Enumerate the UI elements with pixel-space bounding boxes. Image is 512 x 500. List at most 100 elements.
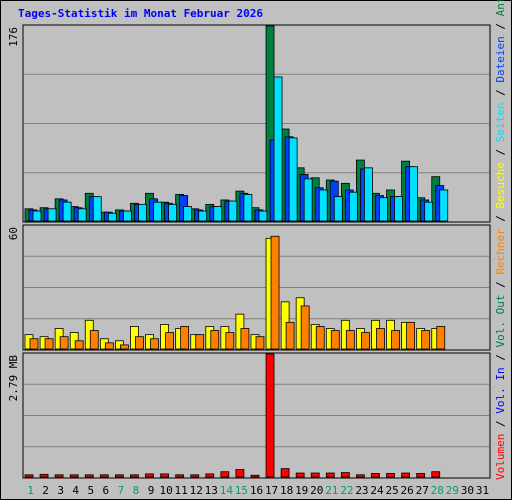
bar-volumen-day-26 <box>401 472 411 478</box>
legend-entry: Vol. In <box>494 367 507 413</box>
x-tick-label: 8 <box>133 484 140 497</box>
y-max-label: 2.79 MB <box>7 355 20 402</box>
bar-rechner-day-28 <box>436 326 446 350</box>
bar-rechner-day-13 <box>210 330 220 350</box>
x-tick-label: 31 <box>476 484 489 497</box>
x-tick-label: 12 <box>190 484 203 497</box>
bar-volumen-day-23 <box>356 474 365 478</box>
x-tick-label: 20 <box>310 484 323 497</box>
bar-rechner-day-23 <box>361 332 370 350</box>
bar-volumen-day-7 <box>114 474 124 478</box>
x-tick-label: 29 <box>446 484 459 497</box>
bar-seiten-day-14 <box>228 200 238 222</box>
x-tick-label: 11 <box>175 484 188 497</box>
bar-seiten-day-18 <box>288 137 298 222</box>
x-tick-label: 19 <box>295 484 308 497</box>
legend-entry: Anfragen <box>494 0 507 16</box>
bar-seiten-day-9 <box>153 201 162 222</box>
legend-entry: / <box>494 208 507 228</box>
bar-seiten-day-17 <box>273 76 283 222</box>
x-tick-label: 17 <box>265 484 278 497</box>
legend-entry: / <box>494 142 507 162</box>
bar-rechner-day-3 <box>59 336 69 350</box>
x-tick-label: 1 <box>27 484 34 497</box>
bar-seiten-day-8 <box>138 203 147 222</box>
bar-rechner-day-7 <box>119 344 129 350</box>
legend-entry: Volumen <box>494 434 507 480</box>
x-tick-label: 28 <box>431 484 444 497</box>
legend-entry: Vol. Out <box>494 295 507 348</box>
bar-volumen-day-2 <box>39 473 49 478</box>
legend-entry: / <box>494 414 507 434</box>
bar-volumen-day-25 <box>386 473 395 478</box>
x-tick-label: 21 <box>325 484 338 497</box>
bar-volumen-day-6 <box>99 474 109 478</box>
x-tick-label: 4 <box>72 484 79 497</box>
x-tick-label: 16 <box>250 484 263 497</box>
bar-rechner-day-14 <box>225 332 235 350</box>
bar-rechner-day-21 <box>330 330 340 350</box>
x-tick-label: 3 <box>57 484 64 497</box>
bar-rechner-day-8 <box>135 336 144 350</box>
bar-seiten-day-20 <box>318 189 328 222</box>
bar-seiten-day-24 <box>379 197 388 222</box>
bar-rechner-day-25 <box>391 330 400 350</box>
bar-volumen-day-22 <box>340 472 350 478</box>
x-tick-label: 10 <box>159 484 172 497</box>
x-tick-label: 9 <box>148 484 155 497</box>
legend-entry: / <box>494 348 507 368</box>
bar-rechner-day-1 <box>29 338 39 350</box>
bar-volumen-day-18 <box>280 468 290 478</box>
bar-volumen-day-24 <box>371 473 380 478</box>
bar-seiten-day-7 <box>122 210 132 222</box>
bar-rechner-day-10 <box>165 332 174 350</box>
bar-seiten-day-2 <box>47 208 57 222</box>
x-tick-label: 22 <box>340 484 353 497</box>
y-max-label: 176 <box>7 27 20 47</box>
bar-seiten-day-26 <box>409 166 419 222</box>
legend-entry: Seiten <box>494 102 507 142</box>
bar-seiten-day-12 <box>198 210 208 222</box>
bar-rechner-day-17 <box>270 235 280 350</box>
x-tick-label: 18 <box>280 484 293 497</box>
bar-seiten-day-15 <box>243 194 253 222</box>
bar-volumen-day-15 <box>235 469 245 478</box>
bar-rechner-day-20 <box>315 326 325 350</box>
bar-seiten-day-11 <box>183 206 193 222</box>
bar-volumen-day-14 <box>220 471 230 478</box>
x-tick-label: 5 <box>87 484 94 497</box>
bar-volumen-day-10 <box>160 473 169 478</box>
bar-seiten-day-28 <box>439 189 449 222</box>
bar-seiten-day-1 <box>32 210 42 222</box>
bar-volumen-day-13 <box>205 473 215 478</box>
bar-volumen-day-3 <box>54 474 64 478</box>
bar-rechner-day-26 <box>406 321 416 350</box>
legend-entry: Rechner <box>494 228 507 275</box>
x-tick-label: 23 <box>355 484 368 497</box>
bar-volumen-day-28 <box>431 471 441 478</box>
legend-entry: / <box>494 275 507 295</box>
bar-volumen-day-27 <box>416 473 426 478</box>
bar-seiten-day-5 <box>92 196 102 222</box>
bar-seiten-day-6 <box>107 212 117 222</box>
bar-rechner-day-5 <box>89 330 99 350</box>
bar-seiten-day-23 <box>364 167 373 222</box>
bar-seiten-day-27 <box>424 201 434 222</box>
chart-title: Tages-Statistik im Monat Februar 2026 <box>18 7 264 20</box>
x-tick-label: 25 <box>385 484 398 497</box>
bar-volumen-day-16 <box>250 474 260 478</box>
x-tick-label: 2 <box>42 484 49 497</box>
bar-seiten-day-25 <box>394 196 403 222</box>
x-tick-label: 27 <box>416 484 429 497</box>
bar-rechner-day-16 <box>255 336 265 350</box>
bar-seiten-day-10 <box>168 203 177 222</box>
bar-volumen-day-1 <box>24 474 34 478</box>
bar-volumen-day-4 <box>69 474 79 478</box>
bar-volumen-day-5 <box>84 474 94 478</box>
bar-rechner-day-19 <box>300 305 310 350</box>
y-max-label: 60 <box>7 227 20 240</box>
x-tick-label: 14 <box>220 484 234 497</box>
bar-rechner-day-27 <box>421 330 431 350</box>
bar-rechner-day-6 <box>104 342 114 350</box>
